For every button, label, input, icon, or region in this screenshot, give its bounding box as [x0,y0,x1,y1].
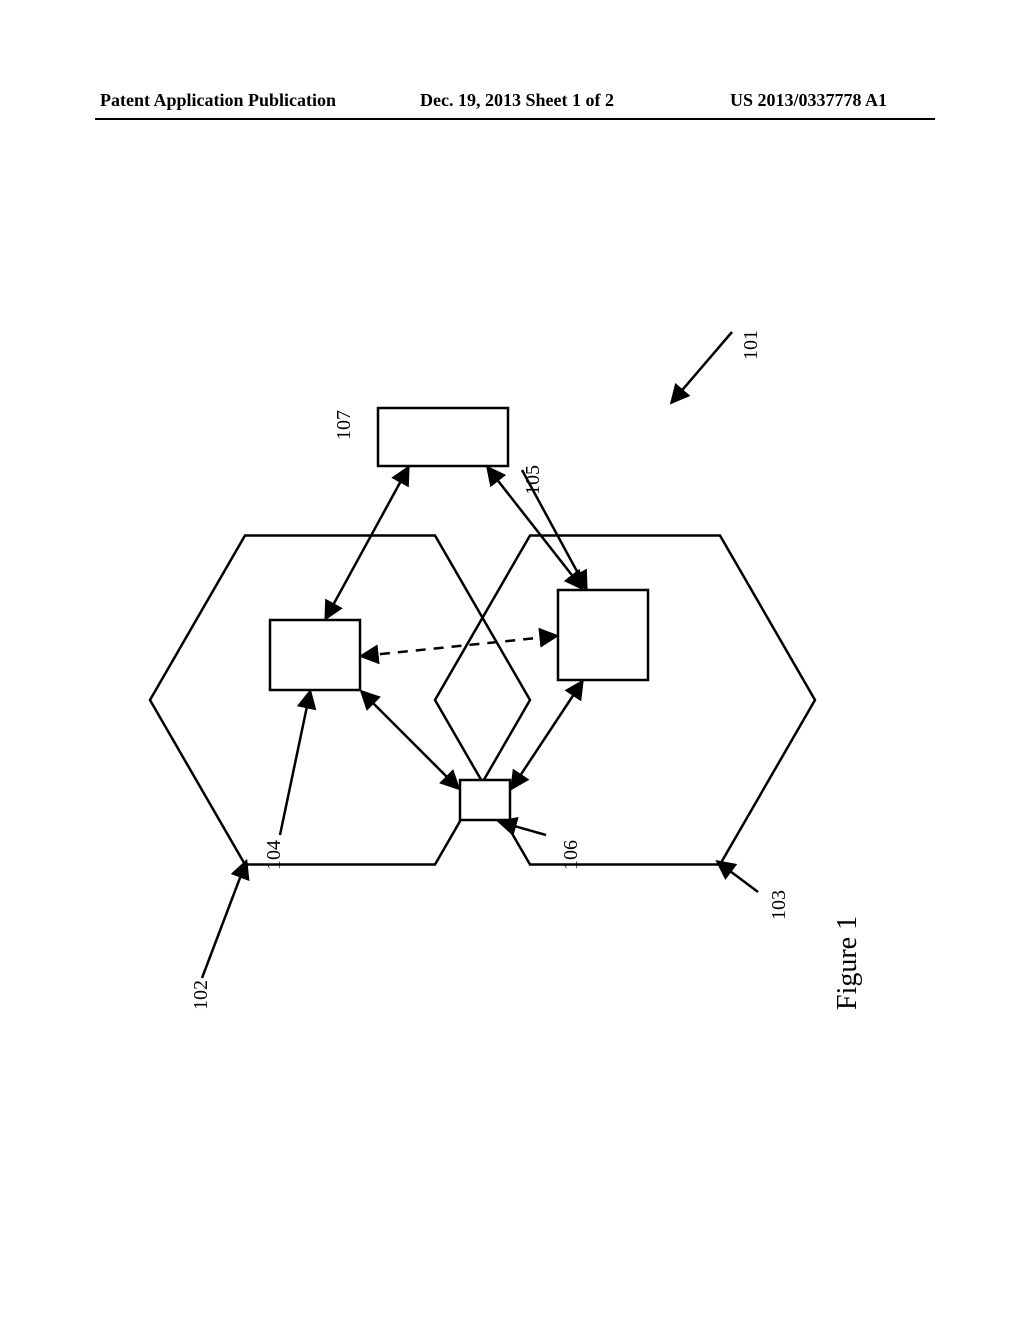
label-104: 104 [263,840,286,870]
label-101: 101 [740,330,763,360]
label-107: 107 [333,410,356,440]
arrow-107-104 [326,468,408,618]
arrow-104-106 [362,692,458,788]
node106 [460,780,510,820]
figure-diagram [0,0,1024,1320]
node104 [270,620,360,690]
arrow-102_lead [202,862,246,978]
label-102: 102 [190,980,213,1010]
arrow-106_lead [500,822,546,835]
figure-caption: Figure 1 [832,916,864,1010]
arrow-101_label [672,332,732,402]
arrow-104-105 [362,636,556,656]
arrow-104_label [280,692,310,835]
arrow-103_lead [718,862,758,892]
node107 [378,408,508,466]
box-layer [270,408,648,820]
page: Patent Application Publication Dec. 19, … [0,0,1024,1320]
node105 [558,590,648,680]
label-106: 106 [560,840,583,870]
label-105: 105 [522,465,545,495]
arrow-105-106 [512,682,582,788]
label-103: 103 [768,890,791,920]
